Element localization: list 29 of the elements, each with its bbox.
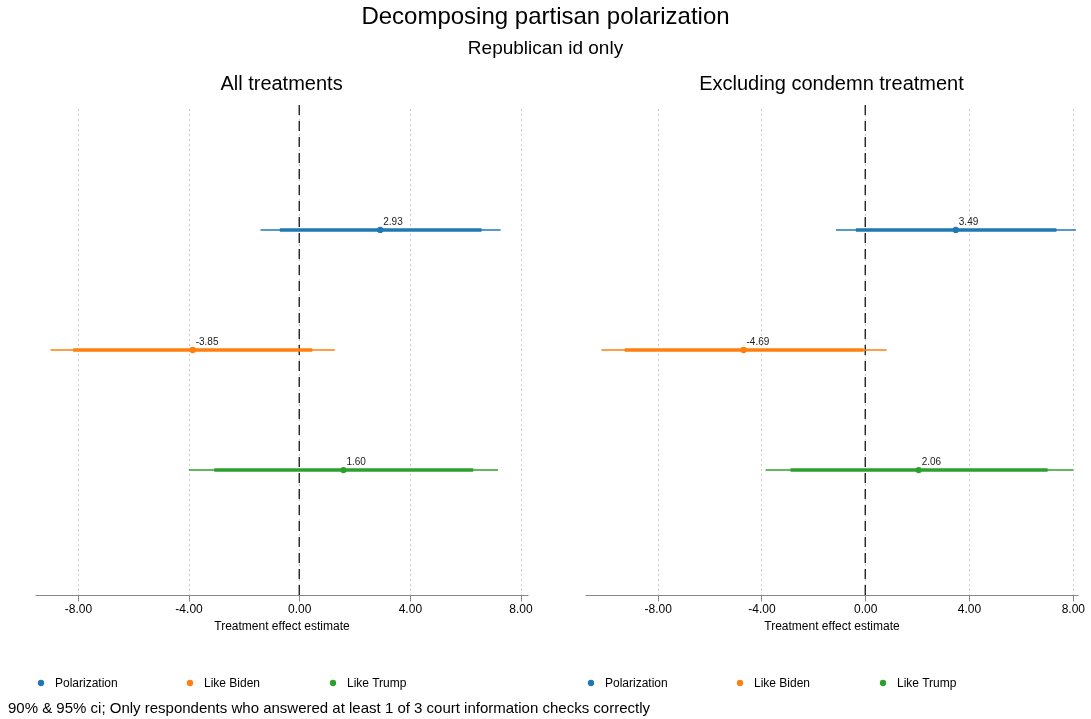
text: 90% & 95% ci; Only respondents who answered at least 1 of 3 court information checks correctly	[8, 699, 650, 716]
data-label: 3.49	[958, 215, 979, 227]
text: Decomposing partisan polarization	[360, 2, 731, 30]
legend-label: Polarization	[55, 676, 118, 690]
data-label: 2.93	[383, 215, 404, 227]
x-tick-label: 8.00	[1061, 601, 1086, 616]
x-tick-label: -8.00	[64, 601, 93, 616]
x-tick-label: 8.00	[509, 601, 534, 616]
x-axis-title: Treatment effect estimate	[214, 618, 351, 633]
x-tick-label: -4.00	[175, 601, 204, 616]
x-tick-label: -4.00	[748, 601, 776, 616]
x-tick-label: 0.00	[854, 601, 878, 616]
data-label: 2.06	[921, 456, 942, 468]
text: Republican id only	[466, 37, 625, 59]
legend-label: Polarization	[605, 676, 668, 690]
x-tick-label: 4.00	[957, 601, 982, 616]
legend-label: Like Trump	[347, 676, 407, 690]
data-label: 1.60	[346, 456, 367, 468]
x-tick-label: 4.00	[398, 601, 423, 616]
chart-title: All treatments	[220, 72, 343, 95]
legend-label: Like Biden	[204, 676, 261, 690]
x-axis-title: Treatment effect estimate	[764, 618, 901, 633]
legend-label: Like Trump	[897, 676, 957, 690]
x-tick-label: -8.00	[644, 601, 673, 616]
data-label: -4.69	[746, 336, 770, 347]
data-label: -3.85	[195, 336, 219, 347]
legend-label: Like Biden	[754, 676, 811, 690]
chart-title: Excluding condemn treatment	[699, 72, 965, 95]
x-tick-label: 0.00	[288, 601, 312, 616]
